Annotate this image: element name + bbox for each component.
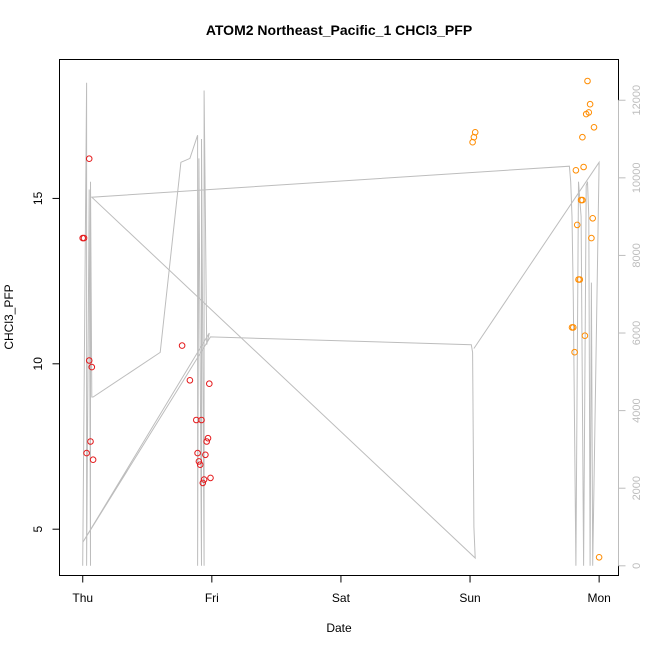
- data-point: [570, 324, 577, 331]
- data-point: [186, 377, 194, 384]
- data-point: [571, 348, 578, 356]
- x-axis-label: Date: [326, 621, 352, 635]
- scatter-points: [79, 77, 603, 561]
- data-point: [196, 461, 204, 469]
- right-y-tick-label: 0: [631, 563, 643, 569]
- data-point: [595, 554, 603, 561]
- data-point: [206, 380, 213, 388]
- y-axis: 5 10 15: [31, 191, 60, 533]
- right-y-tick-label: 6000: [631, 321, 643, 345]
- data-point: [83, 449, 90, 457]
- x-tick-label: Fri: [205, 591, 219, 605]
- data-point: [195, 458, 203, 465]
- data-point: [199, 479, 207, 487]
- data-point: [203, 438, 210, 445]
- data-point: [589, 215, 597, 222]
- data-point: [588, 234, 595, 242]
- data-point: [85, 155, 93, 162]
- right-y-tick-label: 10000: [631, 163, 643, 194]
- data-point: [586, 100, 594, 108]
- data-point: [80, 234, 88, 242]
- right-axis-series-line: [82, 82, 600, 566]
- data-point: [207, 474, 214, 482]
- data-point: [580, 163, 587, 171]
- y-tick-label: 5: [31, 526, 45, 533]
- x-axis: Thu Fri Sat Sun Mon: [72, 575, 611, 605]
- data-point: [585, 109, 593, 116]
- data-point: [579, 196, 586, 204]
- data-point: [204, 434, 212, 442]
- data-point: [85, 357, 93, 364]
- data-point: [194, 449, 201, 457]
- data-point: [202, 451, 209, 459]
- data-point: [178, 342, 186, 349]
- x-tick-label: Thu: [72, 591, 93, 605]
- data-point: [584, 77, 591, 85]
- data-point: [200, 476, 208, 483]
- data-point: [88, 363, 96, 371]
- x-tick-label: Sat: [332, 591, 351, 605]
- right-y-axis: 0 2000 4000 6000 8000 10000 12000: [618, 85, 643, 569]
- data-point: [579, 133, 586, 141]
- data-point: [572, 167, 580, 174]
- right-y-tick-label: 8000: [631, 243, 643, 267]
- y-tick-label: 10: [31, 357, 45, 371]
- y-tick-label: 15: [31, 191, 45, 205]
- data-point: [581, 332, 589, 340]
- y-axis-label: CHCl3_PFP: [2, 284, 16, 349]
- chart-title: ATOM2 Northeast_Pacific_1 CHCl3_PFP: [206, 22, 472, 38]
- right-axis-line-series: [82, 82, 600, 566]
- right-y-tick-label: 12000: [631, 85, 643, 116]
- x-tick-label: Sun: [459, 591, 480, 605]
- data-point: [576, 276, 584, 283]
- data-point: [89, 456, 97, 464]
- data-point: [471, 129, 479, 136]
- right-y-tick-label: 4000: [631, 398, 643, 422]
- right-y-tick-label: 2000: [631, 476, 643, 500]
- x-tick-label: Mon: [587, 591, 610, 605]
- data-point: [590, 124, 598, 131]
- data-point: [198, 416, 205, 424]
- data-point: [87, 438, 94, 445]
- data-point: [573, 221, 581, 229]
